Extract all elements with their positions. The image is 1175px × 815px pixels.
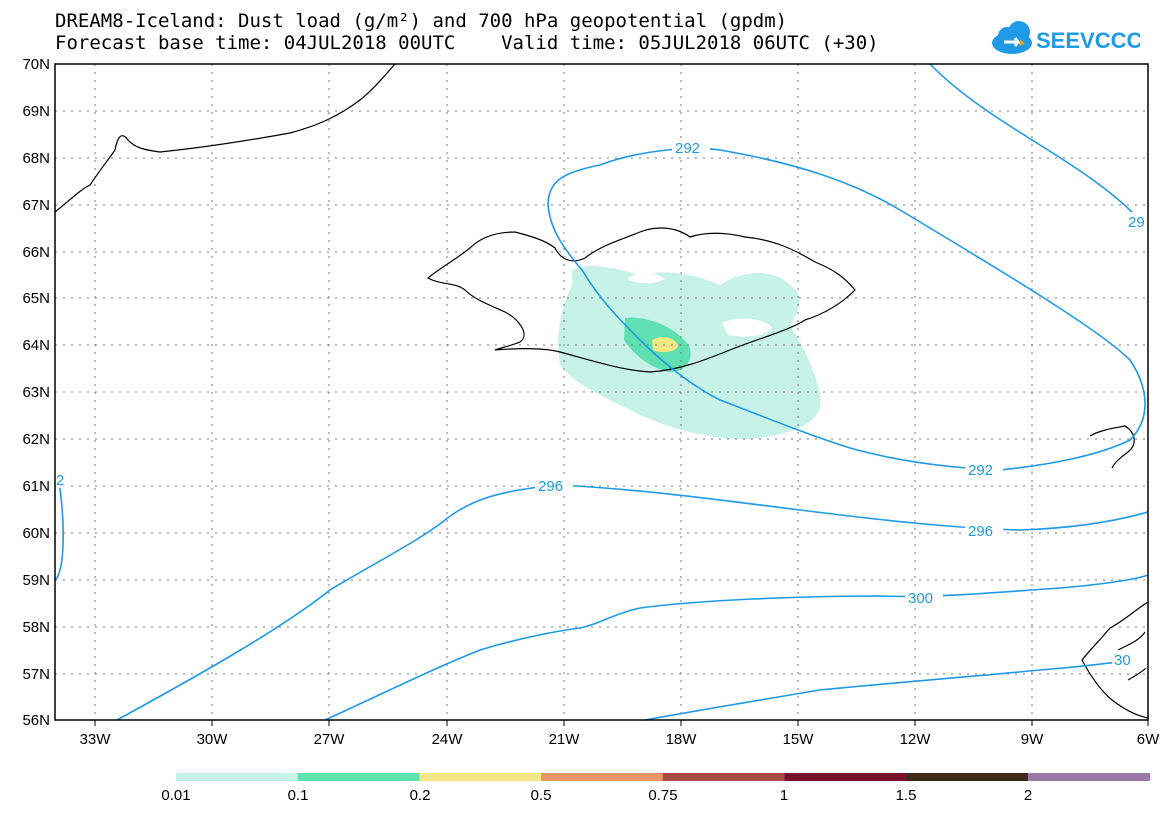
contour-292-west <box>547 147 1146 471</box>
lat-label: 66N <box>22 244 50 261</box>
colorbar-swatch <box>1027 773 1151 781</box>
iceland-coast <box>426 227 856 373</box>
lon-label: 27W <box>314 731 346 748</box>
faroe-coast <box>1089 425 1135 469</box>
coastlines <box>54 63 1149 719</box>
lon-label: 12W <box>900 731 932 748</box>
lon-label: 30W <box>197 731 229 748</box>
greenland-coast <box>54 63 396 213</box>
contour-label-292-east: 29 <box>1128 214 1145 231</box>
logo-text: SEEVCCC <box>1036 28 1140 53</box>
map-frame <box>54 63 1149 721</box>
contour-300 <box>324 574 1149 721</box>
lon-label: 9W <box>1021 731 1044 748</box>
seevccc-logo: SEEVCCC <box>992 21 1140 54</box>
colorbar-label: 0.01 <box>161 787 190 804</box>
map-subtitle: Forecast base time: 04JUL2018 00UTC Vali… <box>55 32 879 54</box>
lon-label: 15W <box>783 731 815 748</box>
contour-label-west-edge: 2 <box>56 472 64 489</box>
contour-label-300: 300 <box>908 590 933 607</box>
colorbar-swatch <box>541 773 664 781</box>
lon-label: 24W <box>432 731 464 748</box>
contour-label-292-north: 292 <box>675 140 700 157</box>
contour-label-296-east: 296 <box>968 523 993 540</box>
contour-304 <box>644 657 1149 721</box>
geopotential-contours <box>54 63 1149 721</box>
colorbar <box>176 773 1151 781</box>
lat-label: 60N <box>22 525 50 542</box>
colorbar-label: 0.5 <box>531 787 552 804</box>
colorbar-swatch <box>419 773 542 781</box>
colorbar-swatch <box>784 773 907 781</box>
lat-label: 65N <box>22 290 50 307</box>
tick-marks <box>94 720 1149 726</box>
scotland-coast <box>1081 601 1149 719</box>
lat-label: 62N <box>22 431 50 448</box>
lat-label: 68N <box>22 150 50 167</box>
lat-label: 64N <box>22 337 50 354</box>
colorbar-swatch <box>297 773 420 781</box>
colorbar-swatch <box>176 773 299 781</box>
map-title: DREAM8-Iceland: Dust load (g/m²) and 700… <box>55 10 788 32</box>
contour-292-east <box>929 63 1149 226</box>
contour-296 <box>54 475 1149 721</box>
latitude-labels: 70N 69N 68N 67N 66N 65N 64N 63N 62N 61N … <box>22 56 50 729</box>
lat-label: 63N <box>22 384 50 401</box>
contour-label-292-south: 292 <box>968 462 993 479</box>
lon-label: 6W <box>1137 731 1160 748</box>
lat-label: 69N <box>22 103 50 120</box>
colorbar-label: 0.2 <box>410 787 431 804</box>
colorbar-label: 0.75 <box>648 787 677 804</box>
grid-lines <box>55 64 1148 720</box>
cloud-icon <box>992 21 1032 54</box>
contour-label-304: 30 <box>1114 652 1131 669</box>
contour-labels: 292 292 29 296 296 300 30 2 <box>56 138 1148 669</box>
colorbar-swatch <box>906 773 1029 781</box>
lat-label: 56N <box>22 712 50 729</box>
scotland-islands <box>1117 631 1147 681</box>
lat-label: 57N <box>22 666 50 683</box>
lon-label: 33W <box>80 731 112 748</box>
lat-label: 67N <box>22 197 50 214</box>
lat-label: 59N <box>22 572 50 589</box>
contour-label-296-west: 296 <box>538 478 563 495</box>
colorbar-label: 2 <box>1024 787 1032 804</box>
lon-label: 21W <box>549 731 581 748</box>
lat-label: 61N <box>22 478 50 495</box>
colorbar-label: 0.1 <box>288 787 309 804</box>
colorbar-swatch <box>662 773 785 781</box>
colorbar-labels: 0.01 0.1 0.2 0.5 0.75 1 1.5 2 <box>161 787 1032 804</box>
colorbar-label: 1.5 <box>896 787 917 804</box>
lat-label: 58N <box>22 619 50 636</box>
lon-label: 18W <box>666 731 698 748</box>
lat-label: 70N <box>22 56 50 73</box>
colorbar-label: 1 <box>780 787 788 804</box>
dust-field <box>558 266 821 439</box>
longitude-labels: 33W 30W 27W 24W 21W 18W 15W 12W 9W 6W <box>80 731 1161 748</box>
